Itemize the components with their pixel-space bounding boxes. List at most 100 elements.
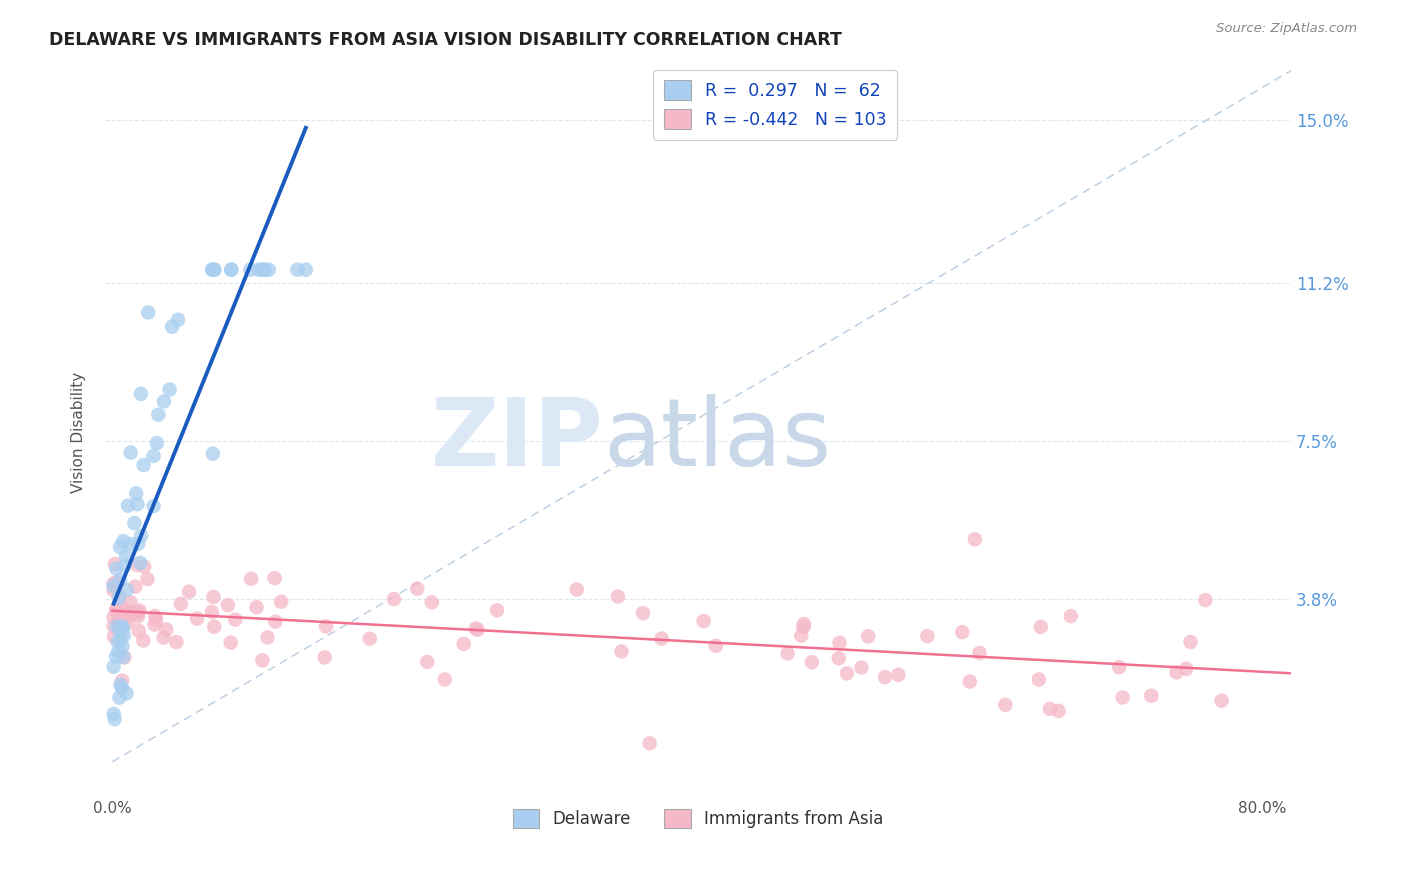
Point — [240, 572, 263, 586]
Point — [828, 651, 851, 665]
Point — [201, 262, 224, 277]
Point — [105, 575, 128, 590]
Point — [793, 617, 815, 632]
Point — [170, 597, 193, 611]
Point — [692, 614, 714, 628]
Point — [108, 589, 131, 603]
Point — [416, 655, 439, 669]
Point — [111, 640, 134, 654]
Point — [125, 486, 148, 500]
Point — [201, 447, 224, 461]
Point — [111, 673, 134, 688]
Point — [382, 592, 405, 607]
Point — [111, 619, 134, 633]
Point — [124, 516, 146, 530]
Point — [128, 604, 150, 618]
Point — [111, 681, 134, 695]
Point — [108, 540, 131, 554]
Point — [114, 558, 136, 573]
Point — [103, 610, 125, 624]
Point — [117, 499, 139, 513]
Point — [142, 499, 165, 513]
Point — [224, 613, 246, 627]
Point — [120, 605, 142, 619]
Point — [638, 736, 661, 750]
Point — [606, 590, 628, 604]
Point — [1211, 694, 1233, 708]
Point — [132, 633, 155, 648]
Point — [201, 262, 224, 277]
Point — [104, 557, 127, 571]
Point — [565, 582, 588, 597]
Point — [127, 606, 149, 620]
Point — [1111, 690, 1133, 705]
Point — [105, 561, 128, 575]
Point — [136, 572, 159, 586]
Point — [114, 603, 136, 617]
Point — [202, 590, 225, 604]
Point — [103, 579, 125, 593]
Point — [104, 712, 127, 726]
Point — [115, 582, 138, 597]
Point — [1166, 665, 1188, 680]
Point — [108, 690, 131, 705]
Point — [115, 549, 138, 564]
Point — [153, 394, 176, 409]
Point — [950, 625, 973, 640]
Point — [252, 262, 274, 277]
Point — [143, 609, 166, 624]
Point — [108, 574, 131, 588]
Point — [112, 614, 135, 628]
Point — [887, 667, 910, 681]
Point — [433, 673, 456, 687]
Point — [129, 556, 152, 570]
Point — [105, 649, 128, 664]
Point — [217, 598, 239, 612]
Point — [115, 686, 138, 700]
Point — [103, 583, 125, 598]
Point — [651, 632, 673, 646]
Point — [127, 497, 149, 511]
Point — [464, 622, 486, 636]
Point — [148, 408, 170, 422]
Point — [406, 582, 429, 596]
Point — [219, 262, 242, 277]
Point — [245, 600, 267, 615]
Point — [221, 262, 243, 277]
Point — [142, 449, 165, 463]
Point — [117, 615, 139, 630]
Point — [165, 635, 187, 649]
Point — [114, 650, 136, 665]
Point — [110, 633, 132, 648]
Point — [835, 666, 858, 681]
Point — [159, 383, 181, 397]
Point — [257, 262, 280, 277]
Point — [112, 629, 135, 643]
Point — [134, 559, 156, 574]
Point — [1180, 635, 1202, 649]
Point — [128, 624, 150, 638]
Point — [247, 262, 270, 277]
Point — [204, 262, 226, 277]
Point — [107, 591, 129, 606]
Point — [453, 637, 475, 651]
Point — [359, 632, 381, 646]
Point — [129, 529, 152, 543]
Point — [254, 262, 277, 277]
Point — [127, 536, 149, 550]
Point — [994, 698, 1017, 712]
Point — [145, 613, 167, 627]
Point — [1028, 673, 1050, 687]
Legend: Delaware, Immigrants from Asia: Delaware, Immigrants from Asia — [506, 803, 890, 835]
Point — [790, 629, 813, 643]
Text: DELAWARE VS IMMIGRANTS FROM ASIA VISION DISABILITY CORRELATION CHART: DELAWARE VS IMMIGRANTS FROM ASIA VISION … — [49, 31, 842, 49]
Point — [776, 647, 799, 661]
Point — [111, 622, 134, 636]
Point — [127, 558, 149, 572]
Point — [202, 620, 225, 634]
Point — [263, 571, 285, 585]
Point — [167, 312, 190, 326]
Text: Source: ZipAtlas.com: Source: ZipAtlas.com — [1216, 22, 1357, 36]
Point — [112, 534, 135, 549]
Point — [1140, 689, 1163, 703]
